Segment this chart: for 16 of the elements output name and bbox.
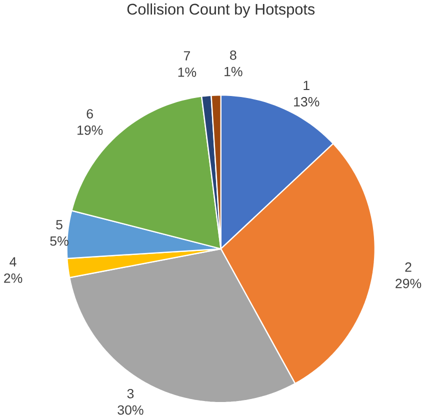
data-label: 19%: [78, 125, 103, 135]
data-label: 30%: [118, 405, 144, 415]
slice-label: 6: [86, 109, 93, 118]
data-label: 1%: [178, 67, 196, 77]
slice-label: 4: [10, 257, 16, 266]
slice-label: 3: [127, 388, 134, 398]
data-label: 13%: [294, 96, 320, 106]
data-label: 29%: [396, 278, 422, 288]
data-label: 2%: [4, 273, 22, 283]
slice-label: 1: [304, 80, 310, 90]
slice-label: 2: [405, 262, 412, 272]
data-label: 1%: [224, 66, 242, 76]
slice-label: 8: [230, 50, 236, 60]
slice-label: 7: [184, 51, 190, 60]
slice-label: 5: [56, 220, 62, 230]
chart-title: Collision Count by Hotspots: [127, 3, 315, 18]
